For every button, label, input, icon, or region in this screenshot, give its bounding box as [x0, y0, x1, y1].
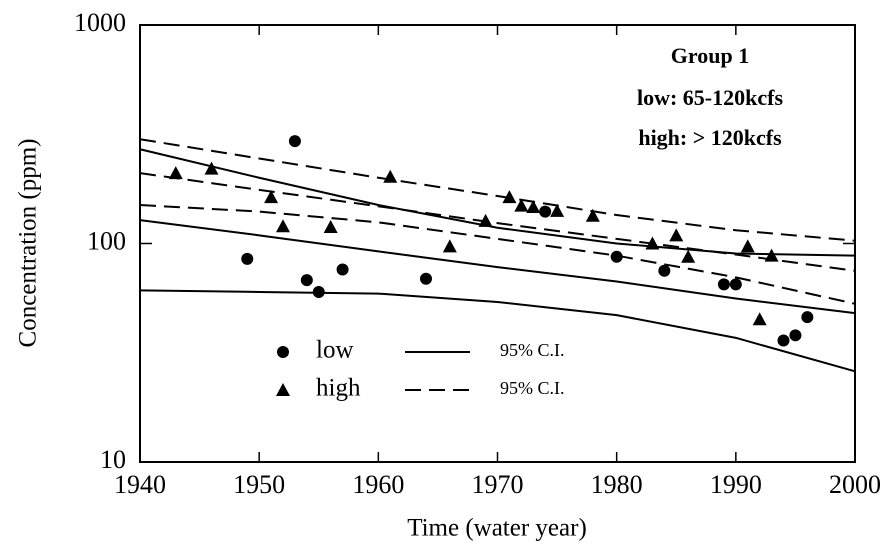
point	[300, 274, 313, 287]
point	[288, 135, 301, 148]
legend-label: low	[316, 337, 354, 364]
x-axis-label: Time (water year)	[407, 515, 587, 542]
x-tick-label: 2000	[829, 470, 881, 499]
legend-label: 95% C.I.	[500, 340, 565, 360]
point	[168, 166, 183, 180]
x-tick-label: 1940	[114, 470, 166, 499]
x-tick-label: 1980	[591, 470, 643, 499]
point	[276, 383, 290, 396]
ci-line	[139, 219, 856, 315]
point	[729, 278, 742, 291]
point	[752, 312, 767, 326]
x-tick-label: 1990	[710, 470, 762, 499]
point	[383, 169, 398, 183]
point	[645, 236, 660, 250]
legend-label: high	[316, 375, 361, 402]
y-axis-label: Concentration (ppm)	[15, 139, 42, 348]
annotation: Group 1	[671, 43, 749, 68]
point	[277, 346, 289, 358]
point	[681, 249, 696, 263]
ci-line	[139, 138, 856, 242]
point	[550, 203, 565, 217]
ci-line	[139, 172, 856, 272]
point	[717, 278, 730, 291]
point	[204, 161, 219, 175]
x-tick-label: 1950	[233, 470, 285, 499]
point	[336, 263, 349, 276]
annotation: high: > 120kcfs	[638, 125, 782, 150]
point	[789, 329, 802, 342]
point	[801, 311, 814, 324]
point	[323, 219, 338, 233]
point	[539, 205, 552, 218]
point	[526, 199, 541, 213]
y-tick-label: 100	[87, 226, 126, 255]
x-tick-label: 1960	[352, 470, 404, 499]
y-tick-label: 1000	[74, 8, 126, 37]
point	[777, 334, 790, 347]
point	[669, 228, 684, 242]
point	[610, 250, 623, 263]
point	[740, 239, 755, 253]
point	[264, 190, 279, 204]
point	[514, 198, 529, 212]
point	[502, 190, 517, 204]
ci-line	[139, 204, 856, 305]
legend-label: 95% C.I.	[500, 378, 565, 398]
ci-line	[139, 148, 856, 257]
point	[312, 285, 325, 298]
x-tick-label: 1970	[472, 470, 524, 499]
point	[585, 208, 600, 222]
point	[764, 248, 779, 262]
y-tick-label: 10	[100, 445, 126, 474]
point	[658, 264, 671, 277]
point	[442, 239, 457, 253]
ci-line	[139, 289, 856, 373]
point	[478, 213, 493, 227]
point	[420, 272, 432, 285]
annotation: low: 65-120kcfs	[637, 85, 783, 110]
point	[276, 219, 290, 233]
point	[241, 252, 254, 265]
